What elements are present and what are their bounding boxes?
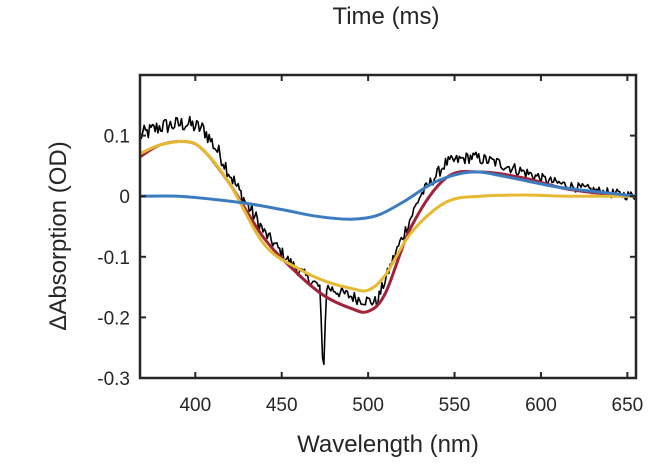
plot-area: 400 450 500 550 600 650 -0.3 -0.2 -0.1 0 0.1 [97, 73, 644, 416]
chart-title: Time (ms) [332, 3, 439, 30]
series-line-0 [140, 115, 636, 366]
x-tick-label: 400 [179, 395, 211, 416]
series-line-2 [140, 139, 636, 293]
y-tick-label: -0.3 [97, 369, 130, 390]
x-tick-label: 450 [266, 395, 298, 416]
series-line-1 [140, 139, 636, 314]
y-tick-label: -0.1 [97, 248, 130, 269]
x-tick-label: 600 [525, 395, 557, 416]
y-tick-label: 0 [119, 187, 130, 208]
y-tick-label: 0.1 [104, 127, 130, 148]
series-line-3 [140, 170, 636, 221]
x-tick-label: 550 [439, 395, 471, 416]
x-tick-label: 650 [612, 395, 644, 416]
y-axis-title: ΔAbsorption (OD) [45, 141, 72, 330]
plot-frame [138, 73, 638, 380]
x-tick-label: 500 [352, 395, 384, 416]
y-tick-label: -0.2 [97, 308, 130, 329]
x-axis-title: Wavelength (nm) [297, 431, 479, 458]
